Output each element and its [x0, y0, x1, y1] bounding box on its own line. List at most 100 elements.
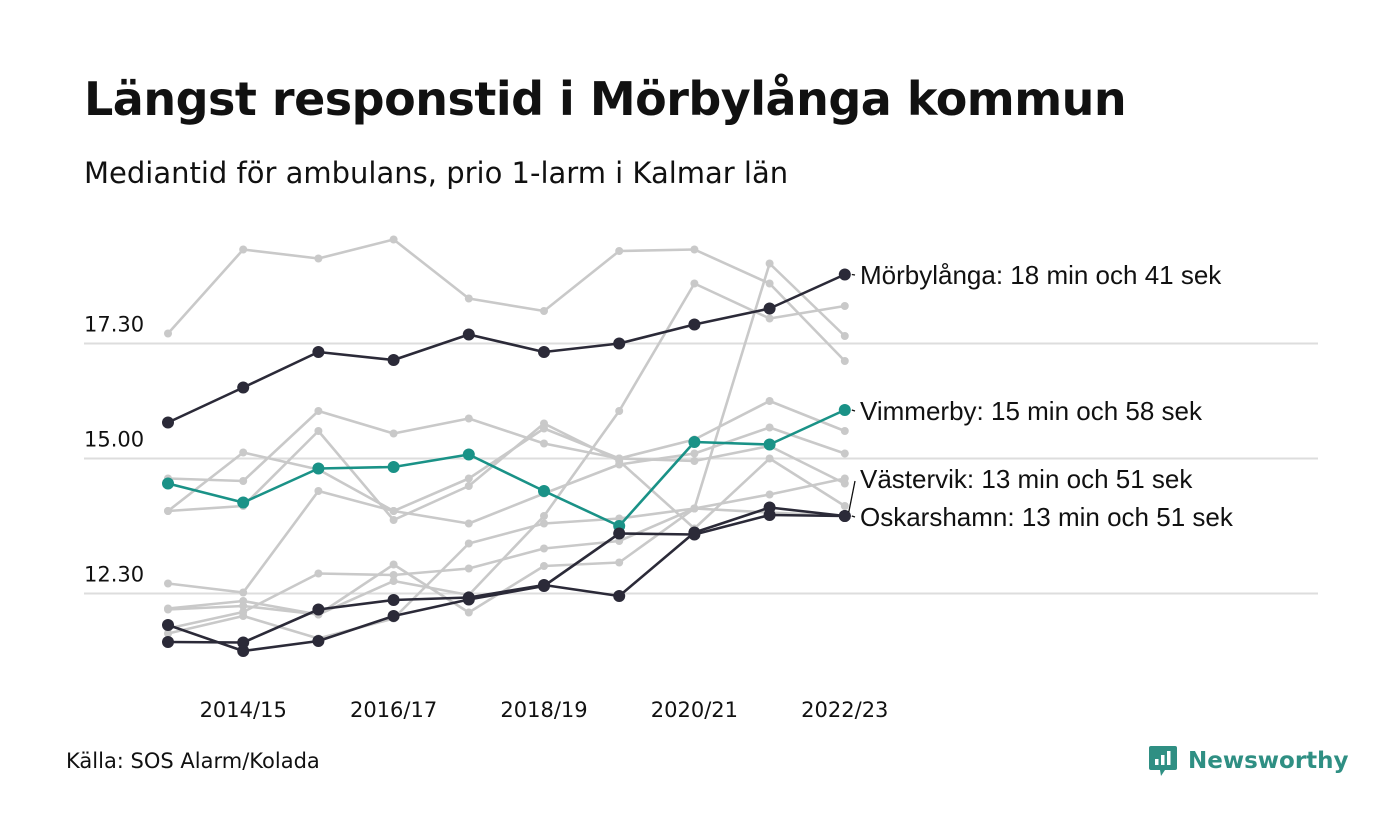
background-series-line — [166, 426, 847, 525]
background-series-line — [166, 507, 847, 630]
background-series-point — [540, 512, 548, 520]
series-morbylanga-point — [237, 381, 250, 394]
series-vimmerby-point — [462, 448, 475, 461]
chart-subtitle: Mediantid för ambulans, prio 1-larm i Ka… — [84, 156, 789, 190]
background-series-point — [389, 577, 398, 585]
background-series-point — [164, 605, 172, 614]
background-series-point — [314, 407, 323, 415]
series-vastervik-point — [387, 594, 400, 606]
chart-title: Längst responstid i Mörbylånga kommun — [84, 72, 1127, 126]
series-morbylanga-point — [613, 337, 626, 350]
series-oskarshamn-point — [162, 619, 174, 631]
series-oskarshamn-point — [387, 610, 400, 622]
series-oskarshamn-point — [538, 580, 550, 592]
source-note: Källa: SOS Alarm/Kolada — [66, 749, 320, 773]
y-tick-label: 12.30 — [84, 563, 144, 587]
background-series-point — [239, 588, 248, 597]
background-series-point — [389, 516, 398, 524]
series-vimmerby-point — [838, 404, 851, 416]
background-series-point — [239, 608, 248, 616]
x-tick-label: 2016/17 — [350, 698, 437, 722]
series-morbylanga-point — [538, 346, 550, 358]
series-oskarshamn-point — [688, 528, 701, 541]
x-tick-label: 2022/23 — [801, 698, 888, 722]
background-series-point — [615, 247, 624, 255]
background-series-point — [690, 457, 699, 465]
background-series-point — [840, 449, 849, 458]
series-vastervik-line — [166, 506, 847, 644]
newsworthy-logo-icon — [1149, 746, 1177, 776]
background-series-point — [540, 439, 548, 448]
series-morbylanga-line — [166, 273, 847, 424]
background-series-line — [166, 238, 847, 363]
series-oskarshamn-point — [237, 645, 250, 657]
background-series-point — [840, 502, 849, 510]
series-vimmerby-point — [312, 462, 325, 475]
background-series-point — [765, 490, 774, 499]
series-vastervik-point — [237, 636, 250, 649]
background-series-point — [464, 474, 473, 483]
x-tick-label: 2020/21 — [651, 698, 738, 722]
series-morbylanga-point — [387, 354, 400, 366]
label-leader-line — [851, 515, 856, 518]
background-series-point — [464, 482, 473, 490]
background-series-point — [314, 487, 323, 495]
background-series-point — [464, 414, 473, 423]
background-series-point — [239, 477, 248, 485]
label-leader-line — [848, 480, 856, 513]
background-series-point — [164, 579, 172, 588]
background-series-point — [464, 539, 473, 548]
series-oskarshamn-point — [763, 509, 776, 521]
series-label-vastervik: Västervik: 13 min och 51 sek — [860, 464, 1193, 494]
series-morbylanga-point — [162, 416, 174, 429]
series-vimmerby-point — [237, 496, 250, 509]
background-series-point — [615, 407, 624, 415]
background-series-point — [840, 302, 849, 310]
background-series-point — [389, 560, 398, 569]
series-oskarshamn-point — [838, 510, 851, 522]
y-tick-label: 15.00 — [84, 428, 144, 452]
background-series-point — [239, 602, 248, 610]
label-leader-line — [851, 273, 856, 276]
background-series-point — [615, 558, 624, 567]
background-series-point — [389, 429, 398, 438]
series-label-morbylanga: Mörbylånga: 18 min och 41 sek — [860, 260, 1222, 290]
series-label-vimmerby: Vimmerby: 15 min och 58 sek — [860, 396, 1203, 426]
background-series-point — [765, 259, 774, 268]
background-series-point — [690, 245, 699, 254]
y-tick-label: 17.30 — [84, 313, 144, 337]
background-series-point — [389, 571, 398, 579]
background-series-point — [464, 294, 473, 303]
series-oskarshamn-point — [462, 593, 475, 606]
series-vimmerby-line — [166, 408, 847, 528]
background-series-point — [540, 544, 548, 553]
background-series-point — [464, 519, 473, 528]
background-series-point — [540, 562, 548, 570]
background-series-point — [239, 448, 248, 457]
background-series-point — [690, 279, 699, 288]
background-series-point — [690, 504, 699, 513]
background-series-point — [765, 423, 774, 432]
background-series-point — [164, 329, 172, 338]
newsworthy-brand-name: Newsworthy — [1188, 748, 1349, 774]
series-oskarshamn-line — [166, 513, 847, 653]
series-morbylanga-point — [462, 328, 475, 341]
background-series-point — [765, 397, 774, 405]
series-vastervik-point — [162, 636, 174, 648]
series-vimmerby-point — [538, 485, 550, 497]
background-series-point — [314, 254, 323, 263]
series-vastervik-point — [312, 603, 325, 616]
series-vimmerby-point — [688, 436, 701, 448]
background-series-point — [840, 427, 849, 435]
background-series-point — [765, 314, 774, 323]
background-series-point — [690, 449, 699, 458]
x-tick-label: 2018/19 — [500, 698, 587, 722]
label-leader-line — [851, 409, 856, 412]
x-tick-label: 2014/15 — [200, 698, 287, 722]
series-morbylanga-point — [312, 346, 325, 358]
series-vimmerby-point — [763, 438, 776, 451]
background-series-point — [540, 307, 548, 315]
background-series-line — [166, 422, 847, 530]
background-series-point — [615, 457, 624, 465]
